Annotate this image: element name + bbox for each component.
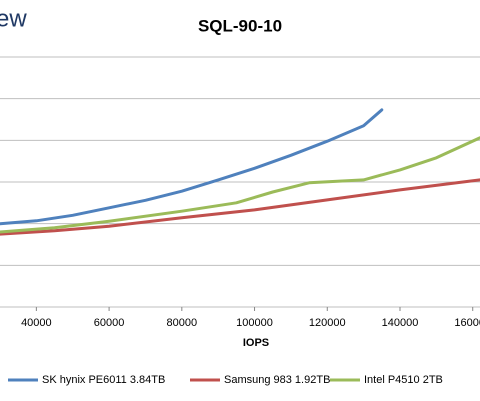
legend-label: Samsung 983 1.92TB bbox=[224, 374, 330, 386]
x-tick-label: 60000 bbox=[94, 317, 125, 329]
legend-label: Intel P4510 2TB bbox=[364, 374, 443, 386]
chart-title: SQL-90-10 bbox=[198, 16, 282, 35]
x-tick-label: 40000 bbox=[21, 317, 52, 329]
x-tick-label: 100000 bbox=[236, 317, 273, 329]
logo-text: ew bbox=[0, 5, 27, 32]
x-axis-label: IOPS bbox=[243, 337, 269, 349]
series-line bbox=[0, 136, 480, 234]
x-tick-label: 80000 bbox=[167, 317, 198, 329]
x-tick-label: 140000 bbox=[382, 317, 419, 329]
series-line bbox=[0, 108, 384, 226]
x-tick-label: 160000 bbox=[454, 317, 480, 329]
series-line bbox=[0, 178, 480, 236]
legend-label: SK hynix PE6011 3.84TB bbox=[42, 374, 165, 386]
x-tick-label: 120000 bbox=[309, 317, 346, 329]
